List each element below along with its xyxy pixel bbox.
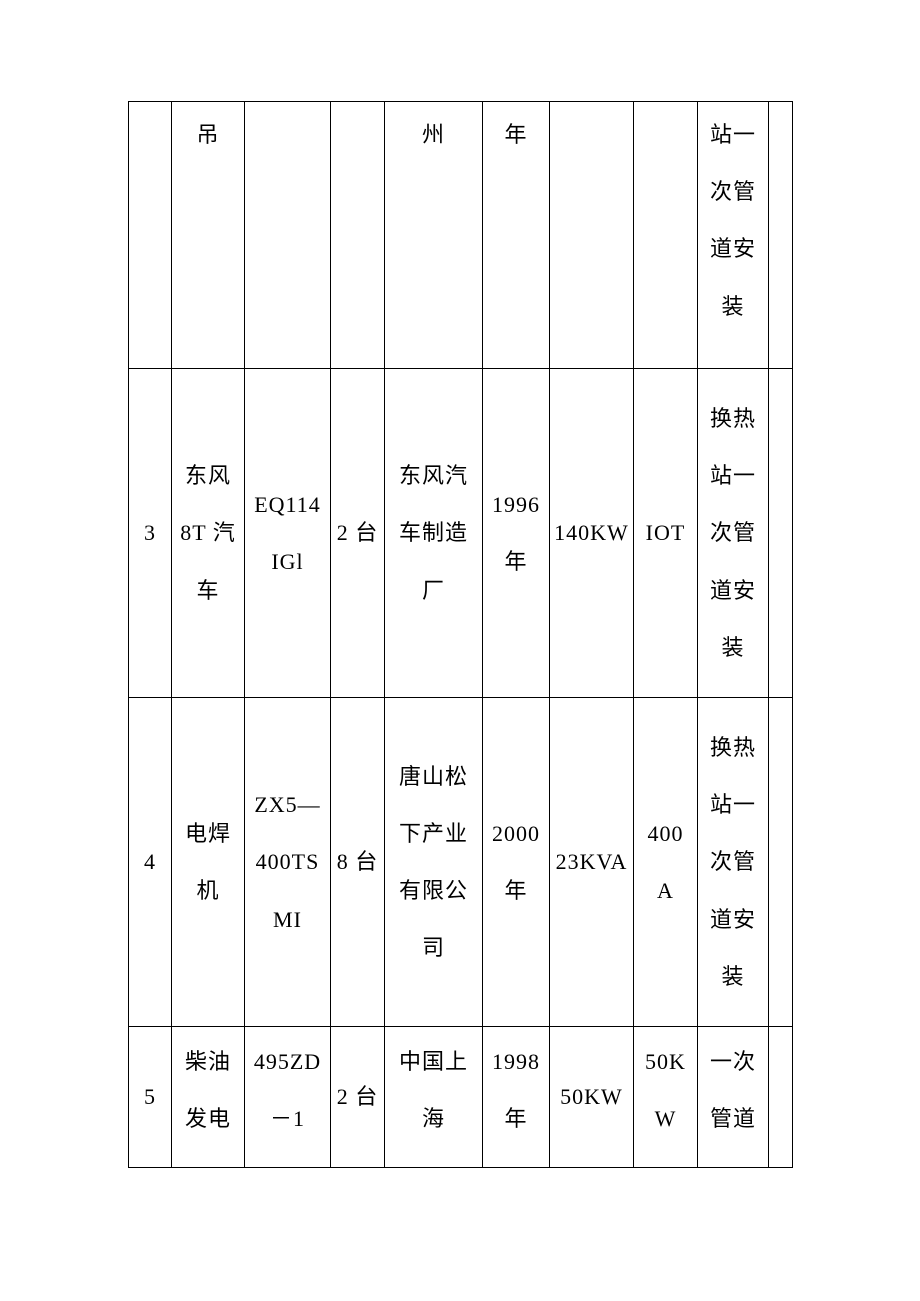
cell: 50K W (634, 1027, 698, 1168)
cell-line: 电焊 (185, 805, 231, 862)
cell (550, 102, 634, 369)
cell-line: 道安 (710, 562, 756, 619)
cell: 400 A (634, 698, 698, 1027)
cell-line: 柴油 (185, 1033, 231, 1090)
cell: 50KW (550, 1027, 634, 1168)
cell: 站一 次管 道安 装 (698, 102, 769, 369)
cell (769, 698, 793, 1027)
cell-line: 道安 (710, 891, 756, 948)
cell: 唐山松 下产业 有限公 司 (385, 698, 483, 1027)
equipment-table: 吊 州 年 站一 次管 道安 装 3 东风 8T 汽 车 (128, 101, 793, 1168)
cell-line: 道安 (710, 220, 756, 277)
cell: 1996 年 (483, 369, 550, 698)
cell: 柴油 发电 (172, 1027, 245, 1168)
cell-line: 一次 (710, 1033, 756, 1090)
cell: 东风汽 车制造 厂 (385, 369, 483, 698)
cell: 495ZD －1 (245, 1027, 331, 1168)
cell-line: 管道 (710, 1090, 756, 1147)
cell-line: 2000 (492, 805, 540, 862)
cell: 中国上 海 (385, 1027, 483, 1168)
cell: 4 (129, 698, 172, 1027)
cell (331, 102, 385, 369)
cell-line: 装 (721, 948, 744, 1005)
cell: 2 台 (331, 1027, 385, 1168)
cell: 23KVA (550, 698, 634, 1027)
cell (634, 102, 698, 369)
cell: 年 (483, 102, 550, 369)
cell: 140KW (550, 369, 634, 698)
cell-line: 换热 (710, 390, 756, 447)
cell-line: 换热 (710, 719, 756, 776)
cell: ZX5— 400TS MI (245, 698, 331, 1027)
cell-line: 下产业 (399, 805, 468, 862)
cell: 州 (385, 102, 483, 369)
cell (769, 369, 793, 698)
cell-line: 400 (648, 805, 684, 862)
table-row: 吊 州 年 站一 次管 道安 装 (129, 102, 793, 369)
cell: 5 (129, 1027, 172, 1168)
cell-line: 50K (645, 1033, 686, 1090)
cell-line: MI (273, 891, 302, 948)
cell-line: 次管 (710, 163, 756, 220)
cell: 换热 站一 次管 道安 装 (698, 698, 769, 1027)
table-row: 4 电焊 机 ZX5— 400TS MI 8 台 唐山松 下产业 有限公 司 (129, 698, 793, 1027)
cell-line: 站一 (710, 106, 756, 163)
cell-line: 机 (196, 862, 219, 919)
cell: 电焊 机 (172, 698, 245, 1027)
cell-line: 唐山松 (399, 748, 468, 805)
cell-line: 站一 (710, 776, 756, 833)
cell-line: 次管 (710, 504, 756, 561)
cell-line: 8T 汽 (180, 504, 236, 561)
cell-line: 东风汽 (399, 447, 468, 504)
cell (769, 102, 793, 369)
cell-line: ZX5— (254, 776, 320, 833)
table-row: 3 东风 8T 汽 车 EQ114 IGl 2 台 东风汽 车制造 厂 1996 (129, 369, 793, 698)
cell (245, 102, 331, 369)
cell-line: 年 (504, 533, 527, 590)
cell-line: 装 (721, 278, 744, 335)
cell-line: 司 (422, 919, 445, 976)
cell-line: －1 (270, 1090, 305, 1147)
cell-line: 年 (504, 862, 527, 919)
cell-line: 有限公 (399, 862, 468, 919)
cell: IOT (634, 369, 698, 698)
cell-line: 厂 (422, 562, 445, 619)
cell-line: 车 (196, 562, 219, 619)
cell: 换热 站一 次管 道安 装 (698, 369, 769, 698)
cell-line: 中国上 (399, 1033, 468, 1090)
cell: 东风 8T 汽 车 (172, 369, 245, 698)
cell-line: 海 (422, 1090, 445, 1147)
cell: 1998 年 (483, 1027, 550, 1168)
cell: 一次 管道 (698, 1027, 769, 1168)
cell: 8 台 (331, 698, 385, 1027)
cell-line: W (655, 1090, 677, 1147)
cell: 3 (129, 369, 172, 698)
table-row: 5 柴油 发电 495ZD －1 2 台 中国上 海 1998 年 (129, 1027, 793, 1168)
cell: 2 台 (331, 369, 385, 698)
cell-line: 次管 (710, 833, 756, 890)
cell (129, 102, 172, 369)
cell-line: A (657, 862, 674, 919)
cell-line: 年 (504, 1090, 527, 1147)
cell-line: 东风 (185, 447, 231, 504)
cell-line: EQ114 (254, 476, 321, 533)
cell-line: 发电 (185, 1090, 231, 1147)
cell-line: 495ZD (254, 1033, 321, 1090)
cell: EQ114 IGl (245, 369, 331, 698)
cell-line: 装 (721, 619, 744, 676)
cell: 吊 (172, 102, 245, 369)
cell-line: 站一 (710, 447, 756, 504)
cell: 2000 年 (483, 698, 550, 1027)
cell-line: IGl (271, 533, 303, 590)
cell-line: 1998 (492, 1033, 540, 1090)
cell-line: 400TS (256, 833, 320, 890)
cell-line: 1996 (492, 476, 540, 533)
cell (769, 1027, 793, 1168)
cell-line: 车制造 (399, 504, 468, 561)
